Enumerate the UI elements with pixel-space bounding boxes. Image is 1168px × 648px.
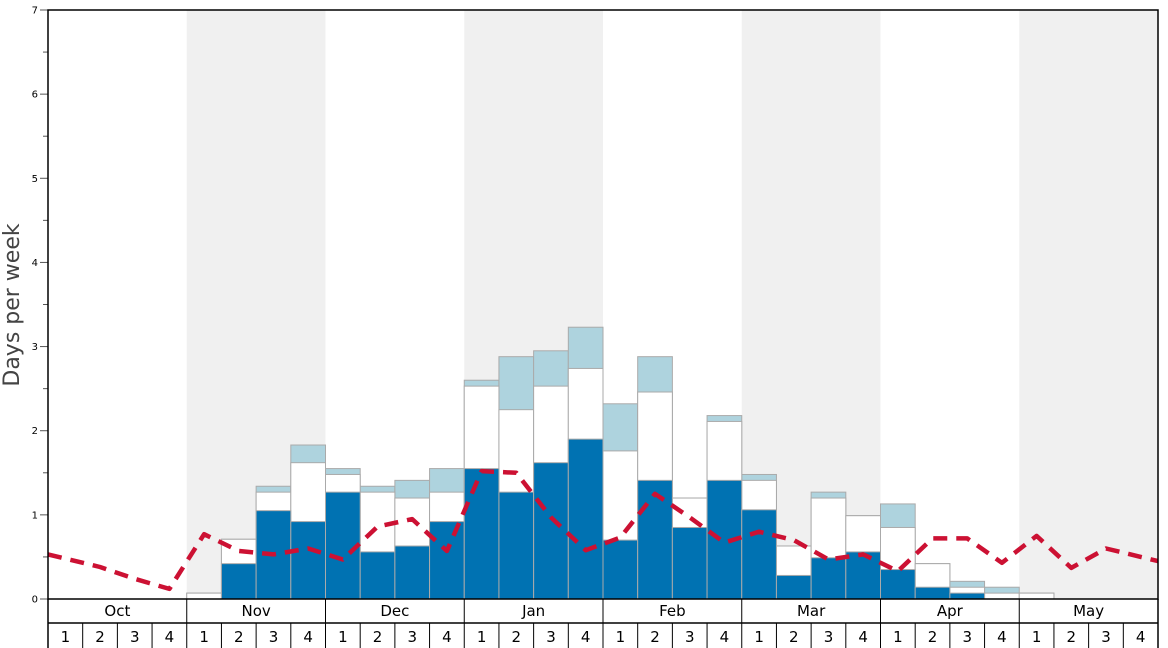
month-label: Mar: [797, 602, 826, 620]
month-label: Nov: [241, 602, 270, 620]
bar-dark: [880, 569, 916, 600]
week-label: 3: [962, 628, 972, 646]
month-shading: [186, 10, 1158, 599]
bar-dark: [567, 438, 604, 600]
bar-white: [984, 592, 1020, 600]
week-label: 4: [165, 628, 175, 646]
week-label: 1: [338, 628, 348, 646]
y-tick-label: 4: [32, 258, 38, 269]
bar-dark: [810, 557, 847, 600]
bar-dark: [637, 479, 673, 600]
month-label: Feb: [659, 602, 686, 620]
bar-dark: [845, 551, 881, 600]
y-tick-label: 7: [32, 6, 38, 17]
week-label: 3: [546, 628, 556, 646]
bar-dark: [949, 592, 986, 600]
week-label: 2: [650, 628, 660, 646]
week-label: 3: [685, 628, 695, 646]
week-label: 2: [512, 628, 522, 646]
bar-dark: [359, 551, 396, 600]
y-tick-label: 5: [32, 174, 38, 185]
bar-dark: [220, 563, 257, 600]
bar-dark: [914, 586, 951, 600]
week-label: 2: [928, 628, 938, 646]
week-label: 4: [720, 628, 730, 646]
week-label: 1: [616, 628, 626, 646]
y-axis: 0 1 2 3 4 5 6 7: [32, 6, 48, 606]
bar-dark: [429, 521, 465, 600]
week-label: 3: [824, 628, 834, 646]
y-tick-label: 1: [32, 510, 38, 521]
y-tick-label: 3: [32, 342, 38, 353]
week-label: 1: [893, 628, 903, 646]
y-tick-label: 2: [32, 426, 38, 437]
month-label: Dec: [380, 602, 409, 620]
bar-dark: [602, 539, 639, 600]
week-label: 4: [858, 628, 868, 646]
bar-dark: [498, 491, 535, 600]
bar-dark: [290, 521, 326, 600]
week-label: 2: [95, 628, 105, 646]
week-label: 1: [1032, 628, 1042, 646]
week-label: 3: [1101, 628, 1111, 646]
week-label: 2: [373, 628, 383, 646]
week-label: 1: [61, 628, 71, 646]
bar-dark: [463, 468, 500, 600]
week-label: 1: [477, 628, 487, 646]
bar-dark: [394, 545, 431, 600]
bar-dark: [533, 462, 569, 600]
week-label: 4: [303, 628, 313, 646]
bar-white: [186, 592, 222, 600]
trend-line-layer: [47, 468, 1159, 592]
week-label: 4: [442, 628, 452, 646]
bar-white: [1018, 592, 1055, 600]
trend-line: [47, 468, 1159, 592]
month-label: Jan: [521, 602, 545, 620]
x-axis: Oct 1 2 3 4 Nov 1 2 3 4 Dec 1 2 3 4 Jan 1 2 3 4 Feb 1 2 3 4 Mar 1 2…: [47, 599, 1159, 648]
week-label: 4: [581, 628, 591, 646]
week-label: 4: [997, 628, 1007, 646]
month-label: Oct: [104, 602, 130, 620]
week-label: 2: [1067, 628, 1077, 646]
month-shade-may: [1019, 10, 1158, 599]
week-label: 3: [130, 628, 140, 646]
month-label: Apr: [937, 602, 964, 620]
week-label: 1: [199, 628, 209, 646]
week-label: 1: [754, 628, 764, 646]
week-label: 2: [789, 628, 799, 646]
y-tick-label: 0: [32, 595, 38, 606]
bar-dark: [741, 509, 777, 600]
y-axis-title: Days per week: [0, 223, 25, 386]
week-label: 4: [1136, 628, 1146, 646]
week-label: 3: [269, 628, 279, 646]
bar-dark: [671, 526, 708, 600]
week-label: 3: [407, 628, 417, 646]
y-tick-label: 6: [32, 90, 38, 101]
bar-dark: [775, 574, 812, 600]
week-label: 2: [234, 628, 244, 646]
month-label: May: [1073, 602, 1104, 620]
